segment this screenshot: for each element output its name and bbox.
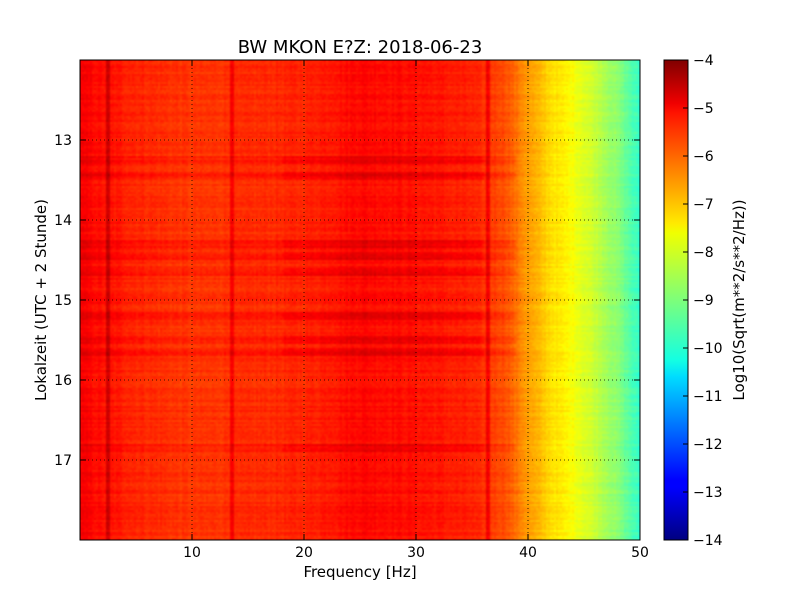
chart-title: BW MKON E?Z: 2018-06-23: [238, 37, 483, 58]
colorbar-tick-label: −8: [693, 245, 714, 261]
x-tick-label: 10: [183, 545, 201, 561]
colorbar-tick-label: −11: [693, 389, 723, 405]
colorbar-tick-label: −10: [693, 341, 723, 357]
y-axis-ticks: 13 14 15 16 17: [54, 133, 640, 469]
x-axis-ticks: 10 20 30 40 50: [183, 60, 649, 561]
colorbar-tick-label: −6: [693, 149, 714, 165]
colorbar-tick-label: −7: [693, 197, 714, 213]
y-axis-label: Lokalzeit (UTC + 2 Stunde): [32, 199, 50, 401]
colorbar-ticks: −4 −5 −6 −7 −8 −9 −10 −11 −12 −13 −14: [683, 53, 723, 549]
y-tick-label: 15: [54, 293, 72, 309]
colorbar-tick-label: −5: [693, 101, 714, 117]
x-tick-label: 20: [295, 545, 313, 561]
x-tick-label: 30: [407, 545, 425, 561]
y-tick-label: 16: [54, 373, 72, 389]
colorbar-tick-label: −12: [693, 437, 723, 453]
grid-lines: [80, 60, 640, 540]
colorbar-tick-label: −9: [693, 293, 714, 309]
colorbar-tick-label: −4: [693, 53, 714, 69]
x-tick-label: 50: [631, 545, 649, 561]
y-tick-label: 14: [54, 213, 72, 229]
x-axis-label: Frequency [Hz]: [303, 563, 416, 581]
plot-area: 10 20 30 40 50 13 14 15 16 17: [54, 59, 649, 561]
colorbar-label: Log10(Sqrt(m**2/s**2/Hz)): [730, 199, 748, 400]
y-tick-label: 17: [54, 453, 72, 469]
colorbar-tick-label: −14: [693, 533, 723, 549]
x-tick-label: 40: [519, 545, 537, 561]
y-tick-label: 13: [54, 133, 72, 149]
colorbar: −4 −5 −6 −7 −8 −9 −10 −11 −12 −13 −14 Log10(Sqrt(m…: [663, 53, 748, 549]
colorbar-tick-label: −13: [693, 485, 723, 501]
